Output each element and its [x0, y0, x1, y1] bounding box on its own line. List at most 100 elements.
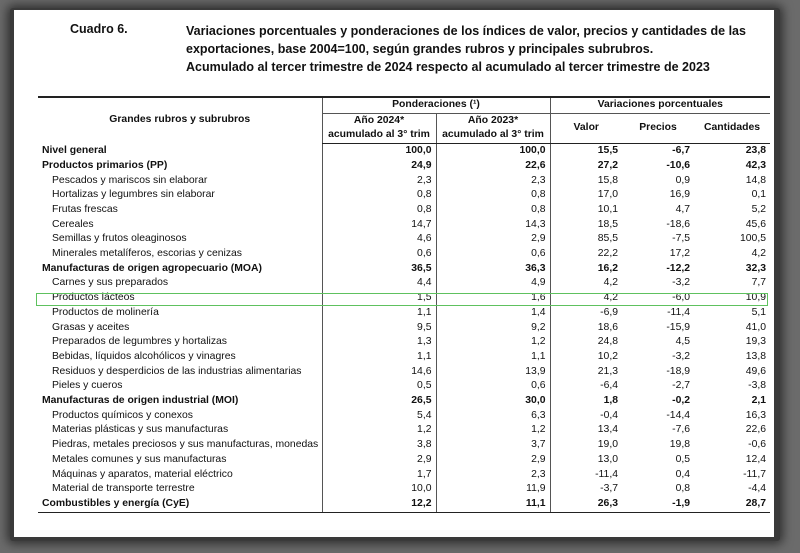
header-ponderaciones: Ponderaciones (¹) — [321, 95, 551, 114]
cell-cantidades: 14,8 — [745, 174, 767, 186]
cell-cantidades: 19,3 — [745, 336, 767, 348]
header-variaciones: Variaciones porcentuales — [549, 95, 771, 114]
row-label: Semillas y frutos oleaginosos — [52, 233, 187, 245]
cell-precios: 0,5 — [675, 453, 691, 465]
data-table: Grandes rubros y subrubros Ponderaciones… — [38, 95, 771, 513]
table-row: Piedras, metales preciosos y sus manufac… — [38, 438, 770, 453]
row-label: Máquinas y aparatos, material eléctrico — [52, 468, 233, 480]
cell-precios: -1,9 — [622, 496, 695, 513]
cell-valor: 18,5 — [549, 217, 623, 233]
table-row: Productos primarios (PP) 24,9 22,6 27,2 -10,… — [38, 158, 770, 174]
cell-cantidades: 5,1 — [751, 306, 767, 318]
row-label: Frutas frescas — [52, 203, 118, 215]
cell-p2023: 6,3 — [435, 408, 551, 424]
table-row: Manufacturas de origen industrial (MOI) 2… — [38, 394, 770, 409]
cell-precios: 19,8 — [669, 439, 691, 451]
table-row: Minerales metalíferos, escorias y ceniza… — [38, 247, 770, 262]
row-label: Residuos y desperdicios de las industria… — [52, 365, 302, 377]
table-row: Cereales 14,7 14,3 18,5 -18,6 45,6 — [38, 217, 770, 233]
cell-p2023: 11,1 — [435, 496, 551, 513]
row-label: Material de transporte terrestre — [52, 483, 195, 495]
cell-valor: 15,8 — [549, 173, 623, 189]
cell-p2024: 10,0 — [321, 482, 436, 497]
table-row: Bebidas, líquidos alcohólicos y vinagres… — [38, 349, 770, 365]
table-row: Preparados de legumbres y hortalizas 1,3 1… — [38, 335, 770, 350]
title-line-1: Variaciones porcentuales y ponderaciones… — [186, 24, 746, 38]
cell-cantidades: 10,9 — [745, 292, 767, 304]
cell-p2023: 0,6 — [435, 379, 551, 395]
row-label: Grasas y aceites — [52, 321, 130, 333]
cell-valor: 24,8 — [549, 335, 623, 350]
cell-cantidades: 32,3 — [745, 262, 767, 274]
cell-valor: 10,2 — [549, 349, 623, 365]
cell-valor: -6,9 — [549, 305, 623, 321]
cell-p2024: 3,8 — [321, 438, 436, 453]
cell-precios: 0,9 — [675, 174, 691, 186]
cell-precios: 4,7 — [675, 203, 691, 215]
table-row: Combustibles y energía (CyE) 12,2 11,1 26,3… — [38, 496, 771, 513]
cell-precios: 17,2 — [669, 248, 691, 260]
cell-cantidades: 12,4 — [745, 453, 767, 465]
table-row: Metales comunes y sus manufacturas 2,9 2,9… — [38, 452, 770, 468]
cell-valor: -0,4 — [549, 408, 623, 424]
cell-valor: 26,3 — [549, 496, 623, 513]
header-cantidades: Cantidades — [694, 113, 771, 145]
cell-p2023: 22,6 — [435, 158, 551, 174]
cell-precios: -2,7 — [672, 380, 691, 392]
cell-precios: -7,6 — [672, 424, 691, 436]
cell-cantidades: 22,6 — [745, 424, 767, 436]
cell-precios: 16,9 — [669, 189, 691, 201]
cell-p2024: 14,6 — [321, 364, 436, 380]
row-label: Pescados y mariscos sin elaborar — [52, 174, 208, 186]
cell-p2023: 2,9 — [435, 232, 551, 248]
cell-p2024: 5,4 — [321, 408, 436, 424]
cell-precios: -7,5 — [672, 233, 691, 245]
cell-cantidades: 100,5 — [740, 233, 767, 245]
cell-p2023: 1,2 — [435, 423, 551, 439]
table-row: Productos de molinería 1,1 1,4 -6,9 -11,4 5,1 — [38, 305, 770, 321]
title-line-2: exportaciones, base 2004=100, según gran… — [186, 42, 654, 56]
row-label: Hortalizas y legumbres sin elaborar — [52, 189, 215, 201]
cell-cantidades: 42,3 — [745, 159, 767, 171]
cell-p2024: 9,5 — [321, 320, 436, 336]
cell-p2024: 1,1 — [321, 305, 436, 321]
cell-valor: 15,5 — [549, 143, 623, 159]
row-label: Pieles y cueros — [52, 380, 123, 392]
cell-cantidades: 0,1 — [751, 189, 767, 201]
cell-p2023: 9,2 — [435, 320, 551, 336]
header-anio-2024: Año 2024* acumulado al 3° trim — [321, 113, 436, 145]
cell-valor: 13,0 — [549, 452, 623, 468]
cell-valor: 4,2 — [549, 291, 623, 306]
table-title: Variaciones porcentuales y ponderaciones… — [186, 22, 746, 76]
cell-p2024: 1,7 — [321, 467, 436, 483]
cell-p2023: 30,0 — [435, 394, 551, 409]
cell-valor: -11,4 — [549, 467, 623, 483]
cell-p2023: 4,9 — [435, 276, 551, 292]
cell-cantidades: 7,7 — [751, 277, 767, 289]
cell-p2023: 3,7 — [435, 438, 551, 453]
header-anio-2023-line2: acumulado al 3° trim — [442, 129, 544, 141]
row-label: Cereales — [52, 218, 94, 230]
cell-p2023: 0,8 — [435, 188, 551, 203]
header-rubros: Grandes rubros y subrubros — [38, 96, 322, 144]
cell-p2024: 2,3 — [321, 173, 436, 189]
cell-precios: -3,2 — [672, 350, 691, 362]
cell-p2024: 24,9 — [321, 158, 436, 174]
header-anio-2024-line1: Año 2024* — [353, 114, 405, 126]
cell-valor: -3,7 — [549, 482, 623, 497]
table-row: Materias plásticas y sus manufacturas 1,2… — [38, 423, 770, 439]
header-anio-2024-line2: acumulado al 3° trim — [328, 129, 430, 141]
cell-p2023: 1,1 — [435, 349, 551, 365]
header-anio-2023-line1: Año 2023* — [467, 114, 519, 126]
row-label: Nivel general — [42, 144, 107, 156]
cell-valor: 13,4 — [549, 423, 623, 439]
cell-p2023: 1,6 — [435, 291, 551, 306]
cell-cantidades: -0,6 — [748, 439, 767, 451]
table-row: Residuos y desperdicios de las industria… — [38, 364, 770, 380]
table-row: Nivel general 100,0 100,0 15,5 -6,7 23,8 — [38, 143, 770, 159]
cell-precios: -3,2 — [672, 277, 691, 289]
cell-p2024: 26,5 — [321, 394, 436, 409]
row-label: Manufacturas de origen industrial (MOI) — [42, 395, 239, 407]
table-row: Productos lácteos 1,5 1,6 4,2 -6,0 10,9 — [38, 291, 770, 306]
table-number: Cuadro 6. — [70, 22, 128, 36]
